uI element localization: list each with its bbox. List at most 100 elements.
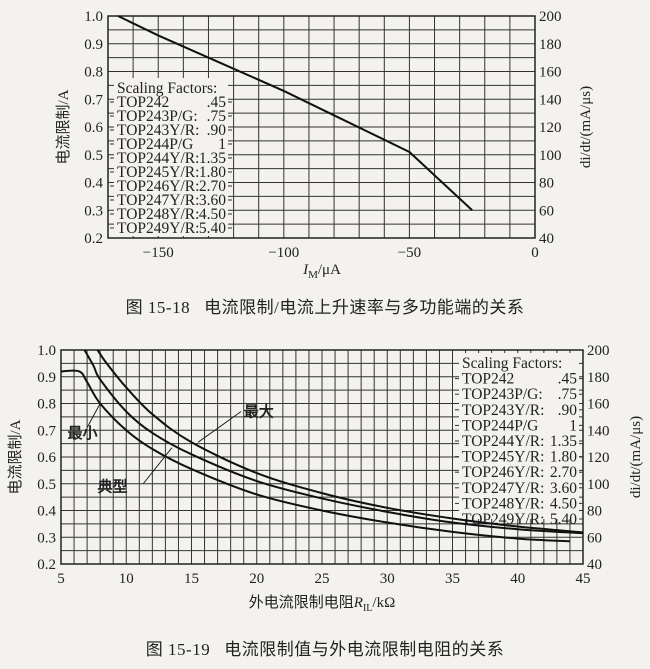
legend-factor: 5.40 <box>199 220 226 237</box>
y-tick-label: 1.0 <box>37 343 56 359</box>
legend-title: Scaling Factors: <box>117 80 217 97</box>
legend-device: TOP248Y/R: <box>462 495 544 512</box>
legend-factor: 2.70 <box>550 464 577 481</box>
plot-area <box>107 15 536 239</box>
y-tick-label: 0.4 <box>37 504 56 520</box>
caption-text: 电流限制值与外电流限制电阻的关系 <box>224 640 505 659</box>
series-line-2 <box>60 369 571 543</box>
legend-factor: 1 <box>218 136 226 153</box>
legend-factor: .45 <box>207 94 227 111</box>
figure-caption: 图 15-19 电流限制值与外电流限制电阻的关系 <box>0 635 650 660</box>
x-tick-label: 5 <box>57 571 65 587</box>
plot-frame <box>107 15 536 239</box>
y-tick-label: 0.2 <box>37 557 56 573</box>
legend-device: TOP246Y/R: <box>462 464 544 481</box>
y-tick-label: 0.2 <box>84 231 103 247</box>
grid <box>107 15 536 239</box>
legend-factor: 1.80 <box>199 164 226 181</box>
y-axis-label: 电流限制/A <box>7 419 24 494</box>
y2-tick-label: 200 <box>539 9 562 25</box>
x-tick-label: 15 <box>184 571 199 587</box>
legend: Scaling Factors:TOP242 .45 TOP243P/G: .75 TO… <box>110 78 232 237</box>
legend-device: TOP243P/G: <box>462 386 543 403</box>
legend-factor: 1 <box>569 417 577 434</box>
legend-factor: 4.50 <box>550 495 577 512</box>
y-tick-label: 1.0 <box>84 9 103 25</box>
x-axis-label: IM/μA <box>302 262 341 281</box>
y-tick-label: 0.7 <box>84 92 103 108</box>
x-tick-label: 30 <box>380 571 395 587</box>
x-axis-label: 外电流限制电阻RIL/kΩ <box>249 594 395 614</box>
legend-factor: .90 <box>207 122 227 139</box>
legend-device: TOP244Y/R: <box>117 150 199 167</box>
label-min: 最小 <box>68 424 98 442</box>
y2-tick-label: 40 <box>587 557 602 573</box>
label-typical: 典型 <box>98 477 128 495</box>
legend-device: TOP245Y/R: <box>462 449 544 466</box>
legend-factor: 1.35 <box>199 150 226 167</box>
y-tick-label: 0.3 <box>84 203 103 219</box>
series-line-0 <box>117 15 473 211</box>
legend-device: TOP249Y/R: <box>462 511 544 528</box>
chart-current-limit-vs-multifunction: Scaling Factors:TOP242 .45 TOP243P/G: .75 TO… <box>55 9 594 281</box>
y2-axis-label: di/dt/(mA/μs) <box>578 86 594 168</box>
x-tick-label: −100 <box>268 245 299 261</box>
y2-tick-label: 60 <box>539 203 554 219</box>
legend-factor: 1.80 <box>550 449 577 466</box>
y2-tick-label: 140 <box>539 92 562 108</box>
legend-device: TOP247Y/R: <box>117 192 199 209</box>
y-tick-label: 0.5 <box>37 477 56 493</box>
y-axis-label: 电流限制/A <box>55 89 72 164</box>
caption-number: 图 15-18 <box>125 298 191 317</box>
figure-15-18: Scaling Factors: TOP242 .45 TOP243P/G: .75 TO… <box>0 0 650 330</box>
y-tick-label: 0.8 <box>84 65 103 81</box>
legend: Scaling Factors:TOP242 .45 TOP243P/G: .75 TO… <box>455 353 583 528</box>
y2-tick-label: 180 <box>587 370 610 386</box>
legend-device: TOP242 <box>117 94 169 111</box>
y-tick-label: 0.8 <box>37 397 56 413</box>
y2-tick-label: 60 <box>587 530 602 546</box>
y-tick-label: 0.6 <box>37 450 56 466</box>
x-tick-label: −50 <box>398 245 421 261</box>
y2-tick-label: 160 <box>539 65 562 81</box>
axis-ticks: 0.20.30.40.50.60.70.80.91.04060801001201… <box>37 343 609 587</box>
x-tick-label: 0 <box>531 245 539 261</box>
x-tick-label: −150 <box>143 245 174 261</box>
legend-factor: 3.60 <box>199 192 226 209</box>
y2-axis-label: di/dt/(mA/μs) <box>628 416 644 498</box>
y-tick-label: 0.9 <box>84 37 103 53</box>
caption-number: 图 15-19 <box>145 640 211 659</box>
y2-tick-label: 180 <box>539 37 562 53</box>
legend-device: TOP243Y/R: <box>462 402 544 419</box>
x-tick-label: 40 <box>510 571 525 587</box>
legend-factor: 4.50 <box>199 206 226 223</box>
legend-device: TOP243P/G: <box>117 108 198 125</box>
legend-device: TOP248Y/R: <box>117 206 199 223</box>
y2-tick-label: 140 <box>587 423 610 439</box>
y-tick-label: 0.7 <box>37 423 56 439</box>
legend-factor: 1.35 <box>550 433 577 450</box>
legend-device: TOP247Y/R: <box>462 480 544 497</box>
legend-factor: 2.70 <box>199 178 226 195</box>
x-tick-label: 35 <box>445 571 460 587</box>
legend-device: TOP246Y/R: <box>117 178 199 195</box>
legend-factor: 3.60 <box>550 480 577 497</box>
y-tick-label: 0.4 <box>84 176 103 192</box>
series-line-0 <box>96 349 584 534</box>
y2-tick-label: 120 <box>539 120 562 136</box>
legend-device: TOP245Y/R: <box>117 164 199 181</box>
legend-device: TOP244Y/R: <box>462 433 544 450</box>
legend-factor: .45 <box>558 371 578 388</box>
y2-tick-label: 80 <box>587 504 602 520</box>
y2-tick-label: 200 <box>587 343 610 359</box>
legend-factor: .75 <box>207 108 227 125</box>
caption-text: 电流限制/电流上升速率与多功能端的关系 <box>204 298 525 317</box>
y2-tick-label: 120 <box>587 450 610 466</box>
legend-device: TOP243Y/R: <box>117 122 199 139</box>
legend-factor: .75 <box>558 386 578 403</box>
series-line-1 <box>83 349 584 535</box>
y-tick-label: 0.5 <box>84 148 103 164</box>
legend-title: Scaling Factors: <box>462 355 562 372</box>
y-tick-label: 0.3 <box>37 530 56 546</box>
